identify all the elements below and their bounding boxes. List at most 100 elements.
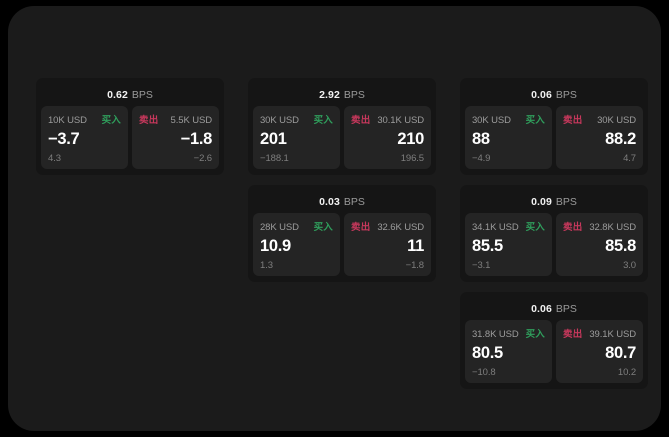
buy-price: −3.7: [48, 129, 80, 148]
buy-subvalue: −3.1: [472, 260, 491, 271]
buy-subvalue: 1.3: [260, 260, 273, 271]
sell-size-label: 39.1K USD: [589, 329, 636, 340]
buy-size-label: 28K USD: [260, 222, 299, 233]
buy-panel[interactable]: 10K USD 买入 −3.7 4.3: [41, 106, 128, 169]
card-body: 34.1K USD 买入 85.5 −3.1 卖出 32.8K USD 85.: [465, 213, 643, 276]
sell-subvalue: 196.5: [400, 153, 424, 164]
buy-price: 85.5: [472, 236, 503, 255]
buy-panel[interactable]: 34.1K USD 买入 85.5 −3.1: [465, 213, 552, 276]
quote-card[interactable]: 0.62 BPS 10K USD 买入 −3.7 4.3: [36, 78, 224, 175]
sell-price: 11: [407, 236, 424, 255]
sell-size-label: 5.5K USD: [170, 115, 213, 126]
buy-subvalue: 4.3: [48, 153, 61, 164]
sell-panel[interactable]: 卖出 30.1K USD 210 196.5: [344, 106, 431, 169]
sell-price: 85.8: [605, 236, 636, 255]
sell-action-label: 卖出: [351, 222, 371, 233]
buy-panel-top: 28K USD 买入: [260, 219, 333, 233]
sell-size-label: 32.8K USD: [589, 222, 636, 233]
bps-value: 0.03: [319, 195, 340, 208]
sell-panel-top: 卖出 30.1K USD: [351, 112, 424, 126]
quote-card[interactable]: 0.06 BPS 31.8K USD 买入 80.5 −10.8: [460, 292, 648, 389]
bps-value: 0.06: [531, 302, 552, 315]
bps-unit: BPS: [555, 195, 577, 208]
buy-size-label: 30K USD: [260, 115, 299, 126]
buy-panel-top: 30K USD 买入: [260, 112, 333, 126]
sell-panel[interactable]: 卖出 32.8K USD 85.8 3.0: [556, 213, 643, 276]
sell-subvalue: 10.2: [617, 367, 636, 378]
bps-unit: BPS: [343, 88, 365, 101]
sell-panel-top: 卖出 32.8K USD: [563, 219, 636, 233]
buy-action-label: 买入: [525, 222, 545, 233]
buy-price: 88: [472, 129, 490, 148]
sell-price: −1.8: [180, 129, 213, 148]
sell-subvalue: −1.8: [405, 260, 424, 271]
buy-price: 80.5: [472, 343, 503, 362]
buy-size-label: 34.1K USD: [472, 222, 519, 233]
buy-panel[interactable]: 31.8K USD 买入 80.5 −10.8: [465, 320, 552, 383]
buy-panel[interactable]: 30K USD 买入 88 −4.9: [465, 106, 552, 169]
card-header: 0.03 BPS: [253, 190, 431, 213]
card-header: 0.06 BPS: [465, 297, 643, 320]
bps-value: 0.06: [531, 88, 552, 101]
sell-size-label: 30.1K USD: [377, 115, 424, 126]
sell-size-label: 30K USD: [597, 115, 636, 126]
buy-action-label: 买入: [313, 115, 333, 126]
buy-action-label: 买入: [313, 222, 333, 233]
sell-panel[interactable]: 卖出 39.1K USD 80.7 10.2: [556, 320, 643, 383]
quote-card[interactable]: 0.09 BPS 34.1K USD 买入 85.5 −3.1: [460, 185, 648, 282]
sell-panel[interactable]: 卖出 32.6K USD 11 −1.8: [344, 213, 431, 276]
buy-panel[interactable]: 30K USD 买入 201 −188.1: [253, 106, 340, 169]
card-header: 2.92 BPS: [253, 83, 431, 106]
card-header: 0.06 BPS: [465, 83, 643, 106]
sell-price: 88.2: [605, 129, 636, 148]
card-body: 30K USD 买入 88 −4.9 卖出 30K USD 88.2: [465, 106, 643, 169]
sell-subvalue: 4.7: [623, 153, 636, 164]
buy-price: 10.9: [260, 236, 291, 255]
card-header: 0.09 BPS: [465, 190, 643, 213]
sell-size-label: 32.6K USD: [377, 222, 424, 233]
buy-subvalue: −188.1: [260, 153, 289, 164]
sell-action-label: 卖出: [139, 115, 159, 126]
quote-board: 0.62 BPS 10K USD 买入 −3.7 4.3: [36, 78, 650, 389]
sell-panel-top: 卖出 39.1K USD: [563, 326, 636, 340]
card-body: 28K USD 买入 10.9 1.3 卖出 32.6K USD 11: [253, 213, 431, 276]
bps-value: 0.09: [531, 195, 552, 208]
buy-subvalue: −10.8: [472, 367, 496, 378]
buy-size-label: 10K USD: [48, 115, 87, 126]
sell-subvalue: −2.6: [193, 153, 212, 164]
buy-action-label: 买入: [525, 115, 545, 126]
card-header: 0.62 BPS: [41, 83, 219, 106]
sell-panel-top: 卖出 5.5K USD: [139, 112, 213, 126]
quote-card[interactable]: 0.03 BPS 28K USD 买入 10.9 1.3: [248, 185, 436, 282]
sell-action-label: 卖出: [563, 115, 583, 126]
sell-price: 210: [397, 129, 424, 148]
buy-price: 201: [260, 129, 287, 148]
bps-value: 0.62: [107, 88, 128, 101]
buy-action-label: 买入: [101, 115, 121, 126]
sell-panel-top: 卖出 30K USD: [563, 112, 636, 126]
bps-value: 2.92: [319, 88, 340, 101]
bps-unit: BPS: [131, 88, 153, 101]
buy-panel[interactable]: 28K USD 买入 10.9 1.3: [253, 213, 340, 276]
bps-unit: BPS: [343, 195, 365, 208]
bps-unit: BPS: [555, 302, 577, 315]
quote-column-2: 2.92 BPS 30K USD 买入 201 −188.1: [248, 78, 436, 282]
buy-action-label: 买入: [525, 329, 545, 340]
buy-panel-top: 30K USD 买入: [472, 112, 545, 126]
buy-size-label: 30K USD: [472, 115, 511, 126]
sell-action-label: 卖出: [563, 222, 583, 233]
card-body: 30K USD 买入 201 −188.1 卖出 30.1K USD 210: [253, 106, 431, 169]
quote-card[interactable]: 2.92 BPS 30K USD 买入 201 −188.1: [248, 78, 436, 175]
sell-panel[interactable]: 卖出 5.5K USD −1.8 −2.6: [132, 106, 219, 169]
app-surface: 0.62 BPS 10K USD 买入 −3.7 4.3: [8, 6, 661, 431]
buy-panel-top: 10K USD 买入: [48, 112, 121, 126]
card-body: 10K USD 买入 −3.7 4.3 卖出 5.5K USD −1.8: [41, 106, 219, 169]
bps-unit: BPS: [555, 88, 577, 101]
card-body: 31.8K USD 买入 80.5 −10.8 卖出 39.1K USD 80: [465, 320, 643, 383]
sell-panel[interactable]: 卖出 30K USD 88.2 4.7: [556, 106, 643, 169]
buy-subvalue: −4.9: [472, 153, 491, 164]
sell-action-label: 卖出: [351, 115, 371, 126]
sell-panel-top: 卖出 32.6K USD: [351, 219, 424, 233]
quote-card[interactable]: 0.06 BPS 30K USD 买入 88 −4.9: [460, 78, 648, 175]
